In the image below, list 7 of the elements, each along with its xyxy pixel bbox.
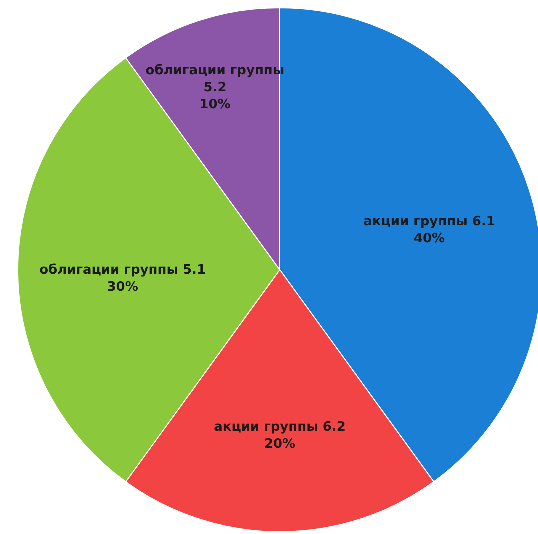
data-label: 10% bbox=[200, 98, 231, 113]
data-label: 20% bbox=[264, 437, 296, 452]
data-label: 30% bbox=[107, 280, 138, 295]
data-label: 40% bbox=[414, 231, 446, 246]
slice-label: акции группы 6.2 bbox=[214, 420, 346, 436]
slice-label: облигации группы 5.1 bbox=[40, 263, 206, 278]
slice-label: акции группы 6.1 bbox=[364, 214, 496, 230]
